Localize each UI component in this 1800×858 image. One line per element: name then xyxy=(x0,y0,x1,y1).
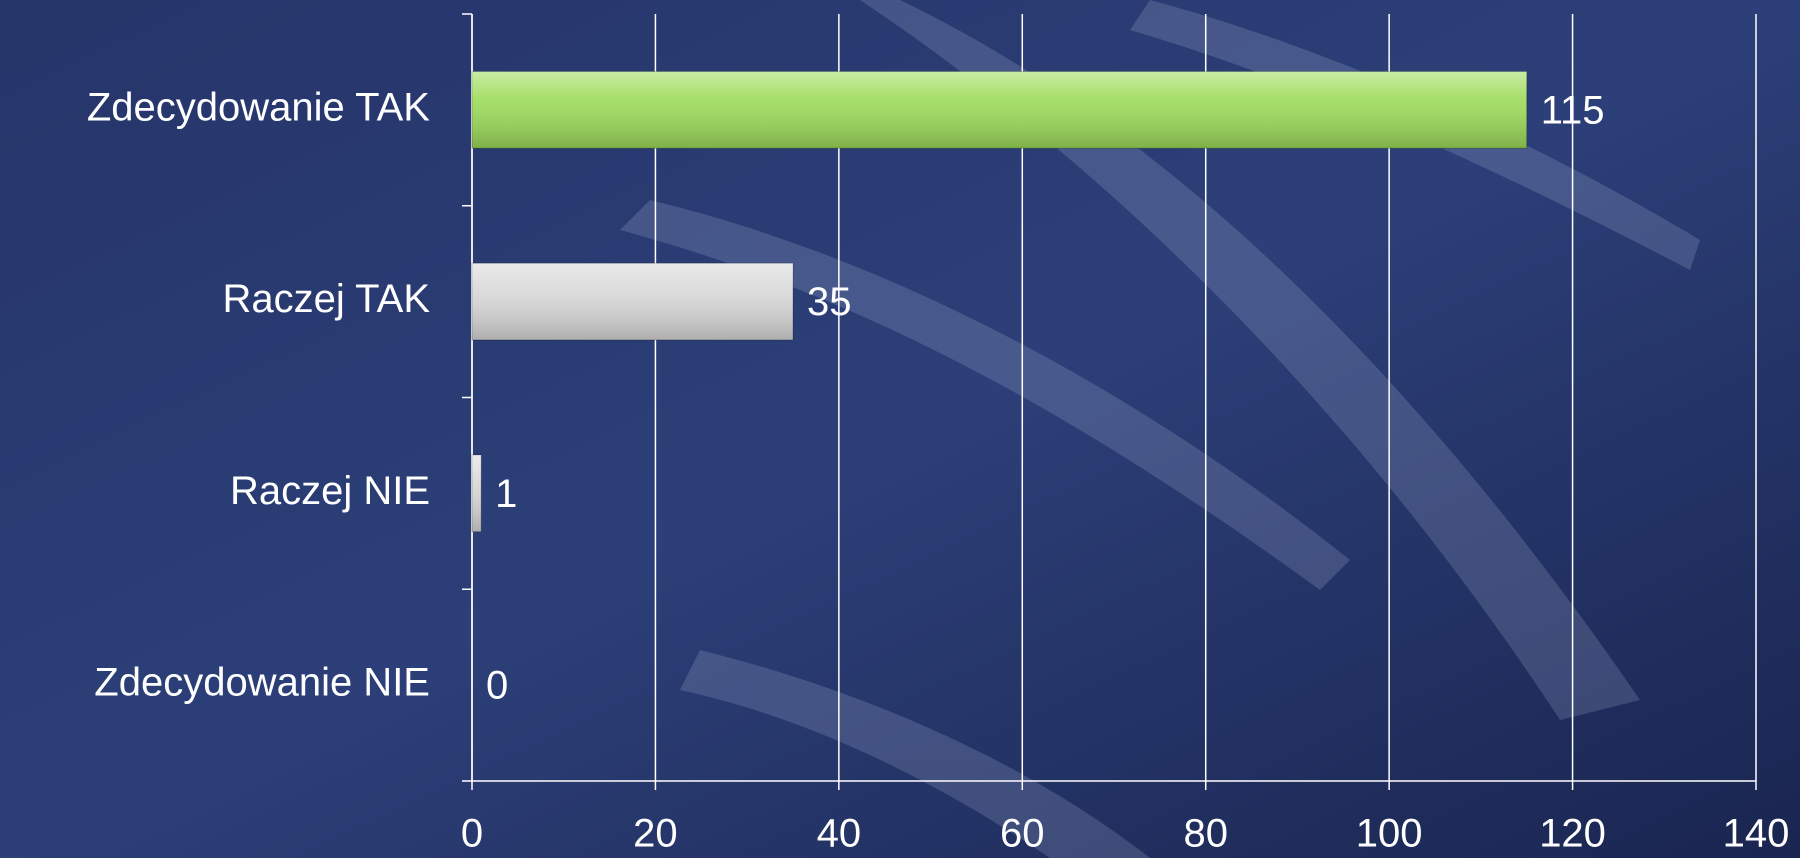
bar-shine xyxy=(472,455,482,532)
y-tick-label: Raczej NIE xyxy=(230,469,430,513)
x-tick-label: 0 xyxy=(461,812,483,856)
bar-shine xyxy=(472,263,793,340)
data-label: 0 xyxy=(486,664,508,708)
x-tick-label: 120 xyxy=(1539,812,1606,856)
x-tick-label: 60 xyxy=(1000,812,1045,856)
y-tick-label: Zdecydowanie NIE xyxy=(94,661,430,705)
x-tick-label: 80 xyxy=(1183,812,1228,856)
x-tick-label: 40 xyxy=(817,812,862,856)
plot-area: 0 20 40 60 80 100 120 140 Zdecydowanie TAK 115 Rac… xyxy=(87,13,1790,856)
bar-shine xyxy=(472,71,1527,149)
data-label: 115 xyxy=(1541,88,1605,132)
y-tick-label: Raczej TAK xyxy=(223,277,431,321)
x-tick-label: 140 xyxy=(1723,812,1790,856)
x-tick-label: 20 xyxy=(633,812,678,856)
data-label: 1 xyxy=(495,472,517,516)
x-tick-label: 100 xyxy=(1356,812,1423,856)
data-label: 35 xyxy=(807,280,852,324)
y-tick-label: Zdecydowanie TAK xyxy=(87,85,430,129)
